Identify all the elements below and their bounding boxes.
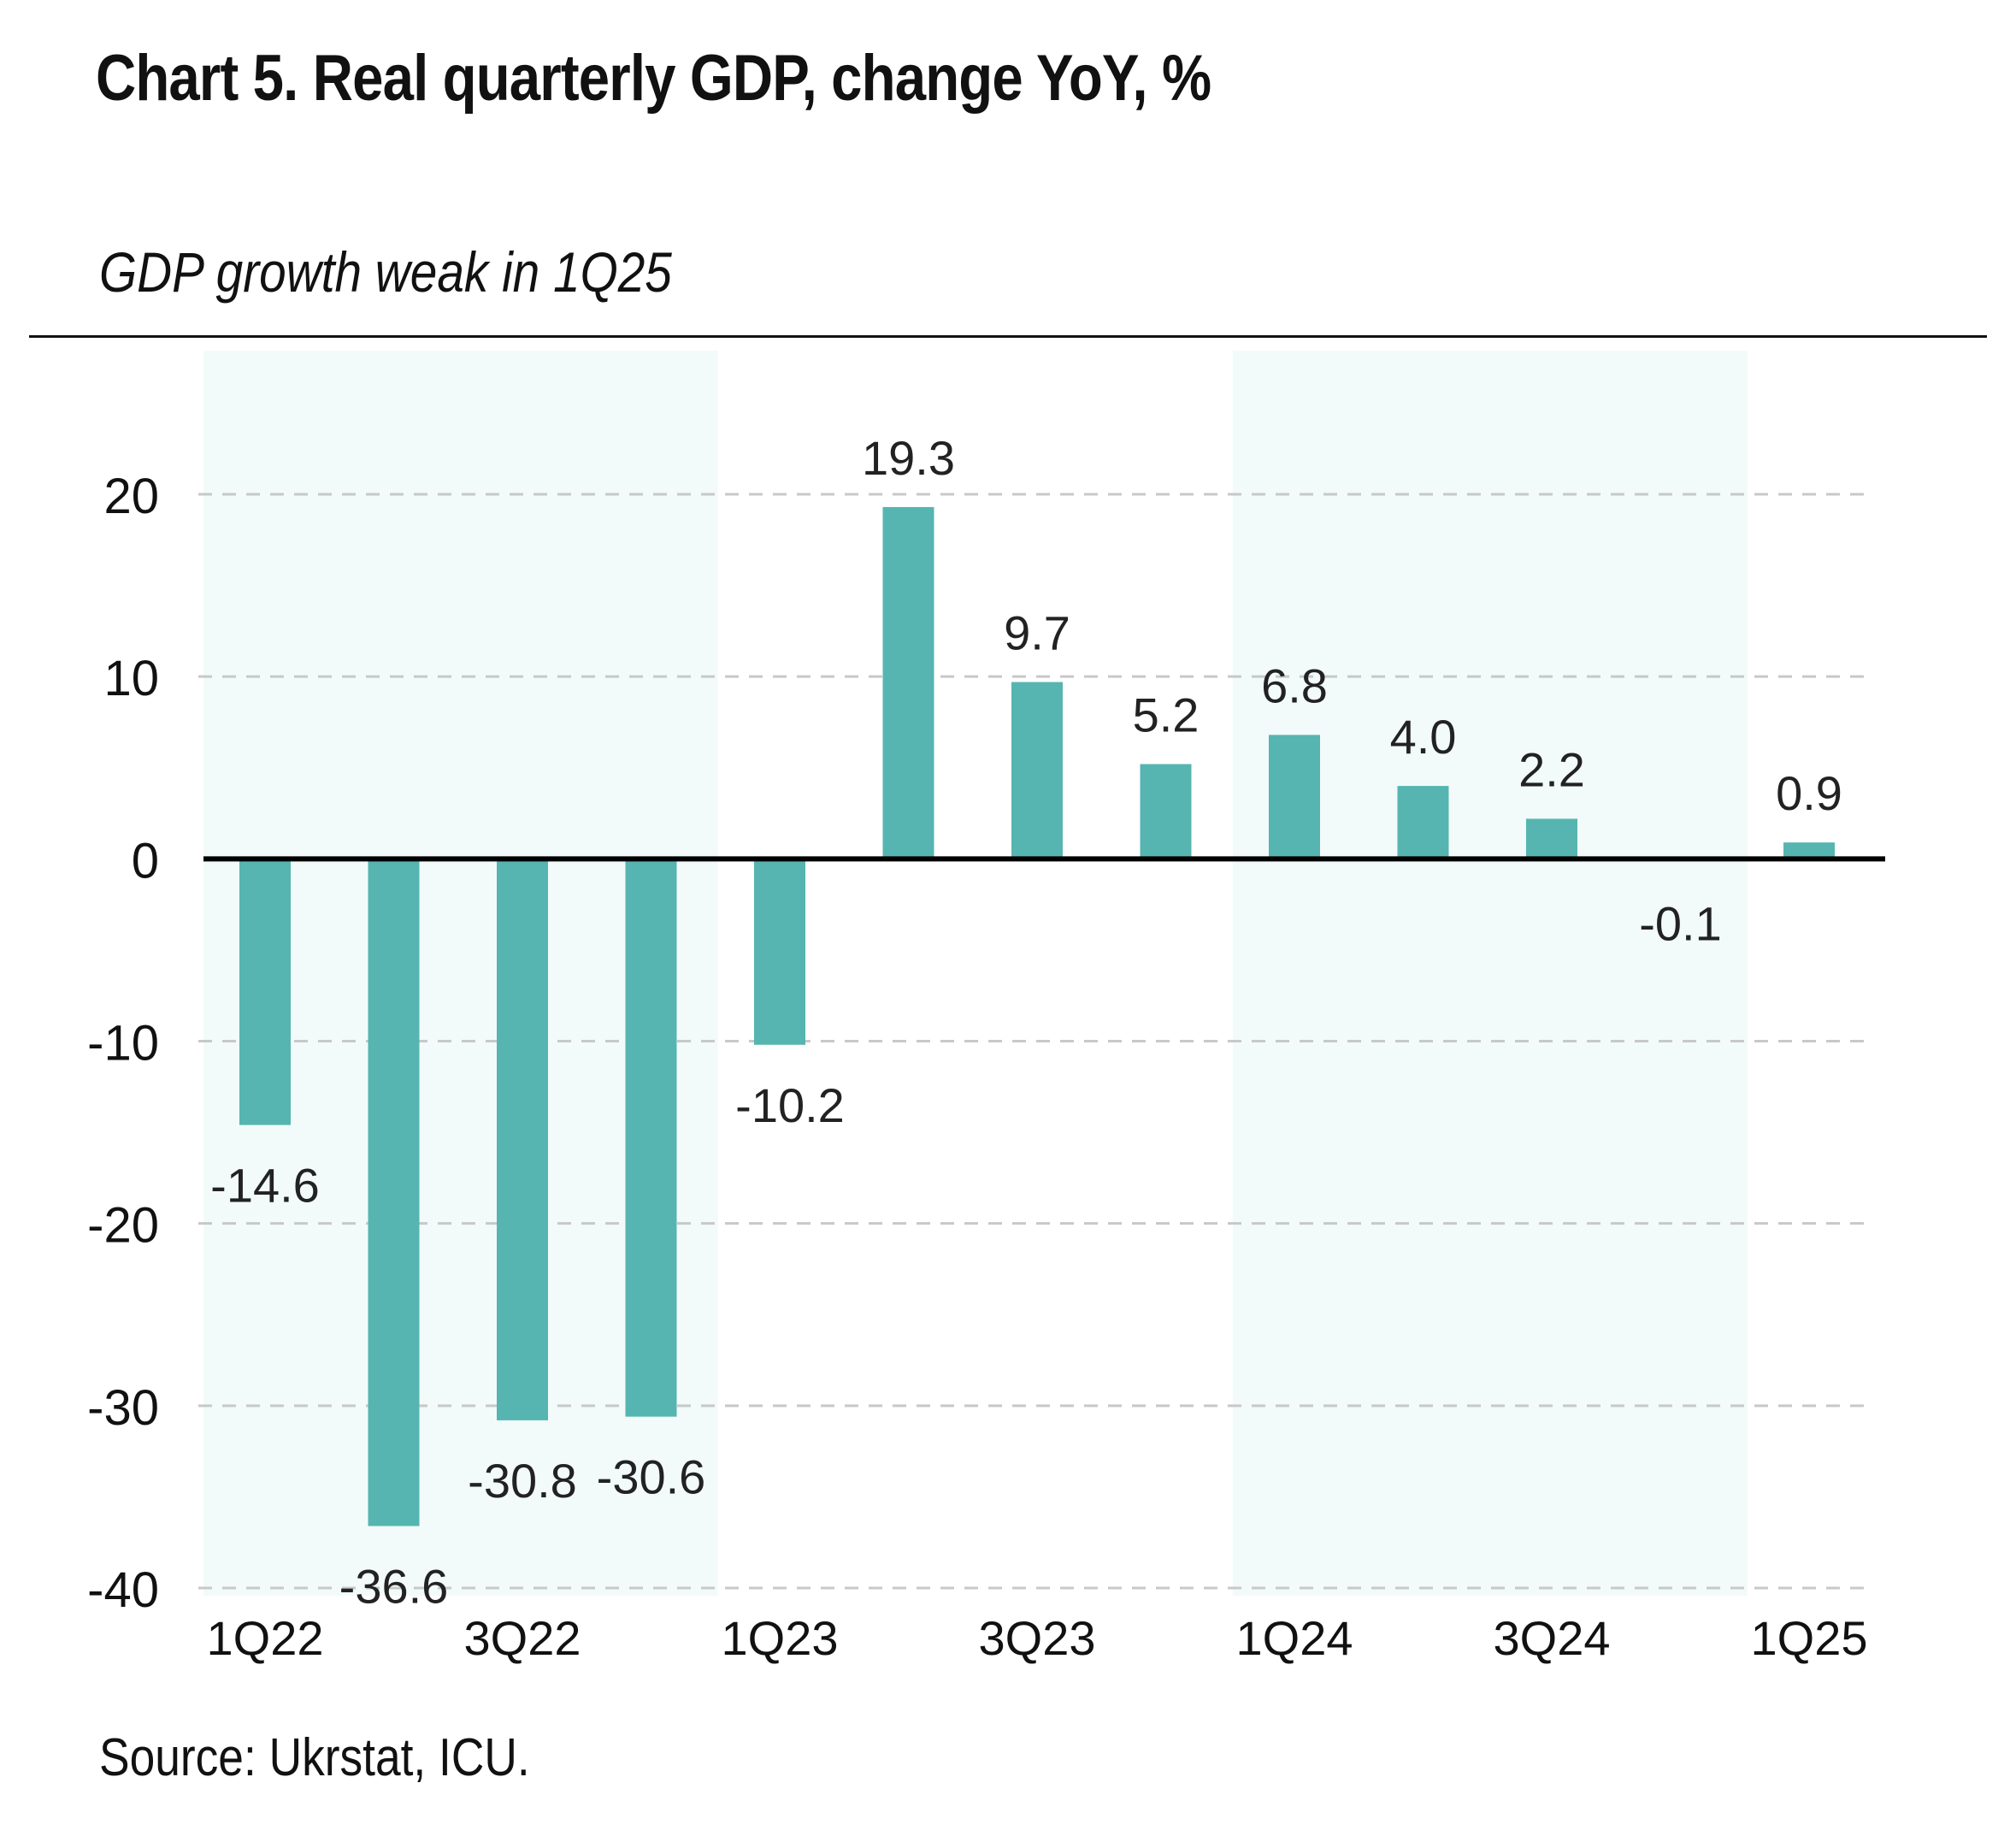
bar-4Q23 bbox=[1140, 764, 1192, 859]
y-tick-label: -10 bbox=[87, 1016, 159, 1072]
x-tick-label-3Q24: 3Q24 bbox=[1494, 1611, 1611, 1665]
x-tick-label-1Q22: 1Q22 bbox=[207, 1611, 324, 1665]
y-axis-ticks: 20 10 0 -10 -20 -30 -40 bbox=[87, 469, 159, 1618]
x-tick-label-1Q25: 1Q25 bbox=[1751, 1611, 1868, 1665]
data-label-4Q22: -30.6 bbox=[597, 1450, 706, 1504]
data-label-2Q23: 19.3 bbox=[862, 431, 955, 485]
data-label-2Q24: 4.0 bbox=[1390, 710, 1457, 764]
data-label-3Q24: 2.2 bbox=[1518, 742, 1585, 796]
bar-1Q24 bbox=[1269, 735, 1320, 859]
bar-4Q22 bbox=[625, 859, 677, 1417]
bar-1Q25 bbox=[1783, 842, 1835, 859]
data-label-1Q25: 0.9 bbox=[1776, 766, 1842, 820]
header-rule bbox=[29, 335, 1987, 338]
data-labels: -14.6 -36.6 -30.8 -30.6 -10.2 19.3 9.7 5.2 6.8 4.… bbox=[210, 431, 1842, 1614]
bar-2Q24 bbox=[1397, 786, 1449, 859]
y-tick-label: 0 bbox=[132, 833, 159, 889]
bar-3Q22 bbox=[497, 859, 548, 1420]
bar-2Q22 bbox=[368, 859, 420, 1526]
chart-title: Chart 5. Real quarterly GDP, change YoY,… bbox=[96, 42, 1211, 115]
bar-1Q22 bbox=[239, 859, 291, 1125]
bar-3Q24 bbox=[1526, 818, 1577, 859]
data-label-4Q24: -0.1 bbox=[1639, 896, 1722, 950]
shaded-period-2 bbox=[1232, 351, 1748, 1596]
bar-2Q23 bbox=[882, 506, 934, 859]
chart-subtitle: GDP growth weak in 1Q25 bbox=[99, 240, 672, 304]
y-tick-label: 10 bbox=[103, 651, 159, 706]
bars bbox=[239, 506, 1835, 1526]
gridlines bbox=[198, 493, 1868, 1590]
shaded-periods bbox=[203, 351, 1748, 1596]
chart-source: Source: Ukrstat, ICU. bbox=[99, 1728, 530, 1787]
x-tick-label-1Q23: 1Q23 bbox=[722, 1611, 839, 1665]
x-tick-label-3Q22: 3Q22 bbox=[464, 1611, 581, 1665]
data-label-2Q22: -36.6 bbox=[339, 1560, 449, 1614]
data-label-1Q22: -14.6 bbox=[210, 1159, 320, 1213]
y-tick-label: 20 bbox=[103, 469, 159, 524]
data-label-3Q23: 9.7 bbox=[1004, 606, 1070, 660]
data-label-1Q23: -10.2 bbox=[735, 1078, 845, 1132]
data-label-1Q24: 6.8 bbox=[1261, 658, 1328, 712]
x-tick-label-1Q24: 1Q24 bbox=[1236, 1611, 1353, 1665]
y-tick-label: -30 bbox=[87, 1380, 159, 1436]
y-tick-label: -20 bbox=[87, 1198, 159, 1254]
bar-3Q23 bbox=[1011, 682, 1063, 859]
x-tick-label-3Q23: 3Q23 bbox=[979, 1611, 1096, 1665]
y-tick-label: -40 bbox=[87, 1562, 159, 1618]
data-label-3Q22: -30.8 bbox=[468, 1454, 577, 1508]
x-axis-ticks: 1Q22 3Q22 1Q23 3Q23 1Q24 3Q24 1Q25 bbox=[207, 1611, 1868, 1665]
data-label-4Q23: 5.2 bbox=[1133, 688, 1200, 741]
bar-1Q23 bbox=[754, 859, 805, 1045]
